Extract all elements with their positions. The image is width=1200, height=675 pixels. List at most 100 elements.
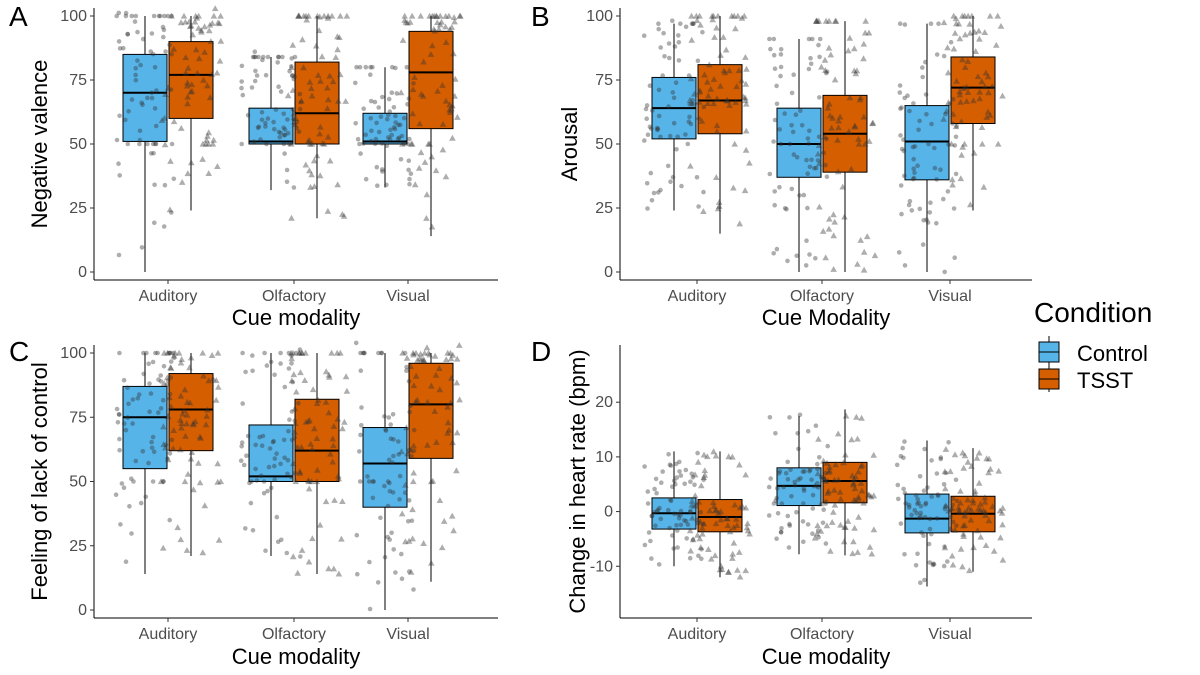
- data-point-control: [388, 436, 394, 442]
- data-point-tsst: [715, 509, 722, 516]
- box-tsst-olfactory: [822, 21, 868, 272]
- data-point-tsst: [164, 84, 172, 91]
- data-point-control: [950, 502, 955, 508]
- data-point-control: [906, 502, 912, 508]
- data-point-tsst: [735, 67, 743, 74]
- data-point-control: [920, 242, 926, 247]
- data-point-control: [396, 452, 402, 457]
- data-point-control: [116, 10, 122, 16]
- data-point-control: [294, 445, 300, 450]
- data-point-control: [113, 492, 119, 498]
- data-point-tsst: [209, 140, 217, 147]
- data-point-control: [666, 41, 672, 46]
- data-point-tsst: [197, 434, 204, 441]
- data-point-tsst: [426, 12, 433, 19]
- data-point-control: [945, 189, 951, 194]
- data-point-tsst: [192, 418, 199, 425]
- data-point-tsst: [972, 48, 979, 54]
- data-point-tsst: [870, 492, 878, 499]
- data-point-control: [935, 493, 941, 499]
- data-point-tsst: [945, 507, 952, 514]
- data-point-control: [771, 501, 777, 506]
- data-point-tsst: [952, 123, 960, 130]
- data-point-tsst: [689, 536, 697, 543]
- data-point-tsst: [406, 18, 414, 25]
- data-point-control: [922, 446, 927, 452]
- data-point-control: [896, 496, 901, 502]
- y-tick-label: 25: [69, 200, 87, 217]
- data-point-tsst: [840, 459, 847, 466]
- data-point-control: [359, 423, 364, 428]
- data-point-tsst: [161, 141, 169, 148]
- data-point-tsst: [299, 36, 306, 43]
- data-point-control: [239, 63, 245, 69]
- data-point-tsst: [160, 380, 168, 387]
- box-control-olfactory: [248, 353, 294, 557]
- data-point-tsst: [977, 533, 984, 540]
- data-point-tsst: [974, 527, 981, 534]
- data-point-control: [116, 39, 122, 44]
- data-point-tsst: [712, 452, 720, 459]
- data-point-control: [953, 171, 959, 177]
- data-point-tsst: [206, 94, 214, 101]
- y-tick-label: 25: [595, 200, 613, 217]
- data-point-control: [389, 132, 395, 138]
- data-point-tsst: [295, 12, 303, 19]
- data-point-control: [911, 175, 917, 181]
- data-point-control: [690, 537, 696, 543]
- data-point-control: [391, 125, 397, 130]
- x-tick-label: Olfactory: [262, 626, 326, 643]
- data-point-control: [915, 551, 920, 557]
- data-point-control: [353, 80, 358, 86]
- data-point-tsst: [729, 550, 736, 557]
- data-point-tsst: [828, 519, 836, 525]
- data-point-tsst: [291, 428, 298, 435]
- data-point-control: [250, 528, 256, 533]
- data-point-control: [270, 439, 276, 445]
- data-point-tsst: [186, 399, 194, 406]
- data-point-tsst: [952, 15, 960, 22]
- data-point-control: [953, 134, 959, 140]
- data-point-tsst: [287, 140, 295, 147]
- data-point-tsst: [860, 266, 868, 273]
- data-point-tsst: [837, 495, 845, 502]
- data-point-tsst: [861, 140, 869, 147]
- data-point-control: [137, 128, 143, 134]
- y-axis-title: Arousal: [557, 107, 582, 182]
- data-point-control: [169, 210, 174, 215]
- data-point-control: [923, 500, 929, 506]
- data-point-tsst: [716, 566, 724, 573]
- x-axis-title: Cue Modality: [762, 305, 890, 330]
- data-point-control: [116, 412, 122, 417]
- data-point-tsst: [741, 12, 748, 19]
- y-tick-label: 75: [69, 409, 87, 426]
- data-point-control: [686, 119, 692, 124]
- data-point-tsst: [958, 151, 965, 158]
- data-point-tsst: [170, 352, 178, 359]
- data-point-control: [898, 106, 903, 111]
- data-point-control: [672, 511, 677, 517]
- data-point-control: [674, 475, 680, 480]
- data-point-tsst: [324, 133, 332, 140]
- data-point-control: [644, 116, 649, 121]
- data-point-control: [135, 29, 140, 35]
- data-point-tsst: [431, 352, 439, 359]
- data-point-control: [783, 471, 789, 476]
- data-point-control: [164, 382, 170, 388]
- data-point-control: [805, 428, 811, 434]
- data-point-tsst: [295, 349, 303, 356]
- data-point-control: [256, 124, 262, 130]
- data-point-control: [240, 401, 245, 406]
- data-point-tsst: [691, 90, 698, 97]
- data-point-control: [165, 13, 171, 19]
- data-point-tsst: [302, 418, 310, 425]
- data-point-tsst: [830, 232, 837, 239]
- data-point-control: [146, 460, 151, 466]
- data-point-control: [294, 119, 300, 125]
- data-point-tsst: [450, 527, 457, 534]
- data-point-tsst: [409, 535, 416, 542]
- data-point-control: [385, 503, 391, 509]
- data-point-control: [279, 537, 284, 543]
- data-point-tsst: [306, 140, 314, 147]
- data-point-tsst: [993, 41, 1000, 48]
